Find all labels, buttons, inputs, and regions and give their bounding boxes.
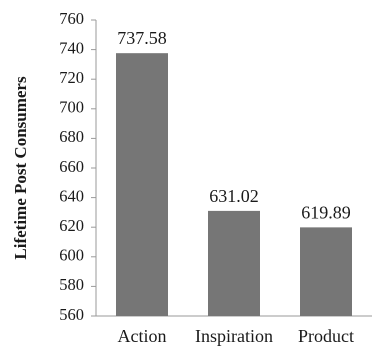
y-tick-label: 680 xyxy=(59,127,84,146)
y-tick-label: 620 xyxy=(59,216,84,235)
category-label-action: Action xyxy=(118,326,167,346)
y-tick-label: 760 xyxy=(59,9,84,28)
data-label-action: 737.58 xyxy=(117,28,167,48)
y-tick-label: 640 xyxy=(59,186,84,205)
bar-inspiration xyxy=(208,210,260,316)
category-label-product: Product xyxy=(298,326,354,346)
y-tick-label: 720 xyxy=(59,68,84,87)
y-tick-label: 740 xyxy=(59,38,84,57)
data-labels-group: 737.58 631.02 619.89 xyxy=(117,28,351,222)
y-axis-title-group: Lifetime Post Consumers xyxy=(11,76,30,260)
data-label-inspiration: 631.02 xyxy=(209,186,259,206)
bars-group xyxy=(116,53,352,316)
y-tick-label: 660 xyxy=(59,157,84,176)
y-tick-label: 560 xyxy=(59,305,84,324)
bar-product xyxy=(300,227,352,316)
y-axis-ticks: 560 580 600 620 640 660 680 700 720 740 760 xyxy=(59,9,96,324)
category-labels-group: Action Inspiration Product xyxy=(118,326,355,346)
y-tick-label: 600 xyxy=(59,246,84,265)
y-axis-title: Lifetime Post Consumers xyxy=(11,76,30,260)
y-tick-label: 580 xyxy=(59,275,84,294)
y-tick-label: 700 xyxy=(59,98,84,117)
category-label-inspiration: Inspiration xyxy=(195,326,273,346)
bar-action xyxy=(116,53,168,316)
data-label-product: 619.89 xyxy=(301,202,351,222)
